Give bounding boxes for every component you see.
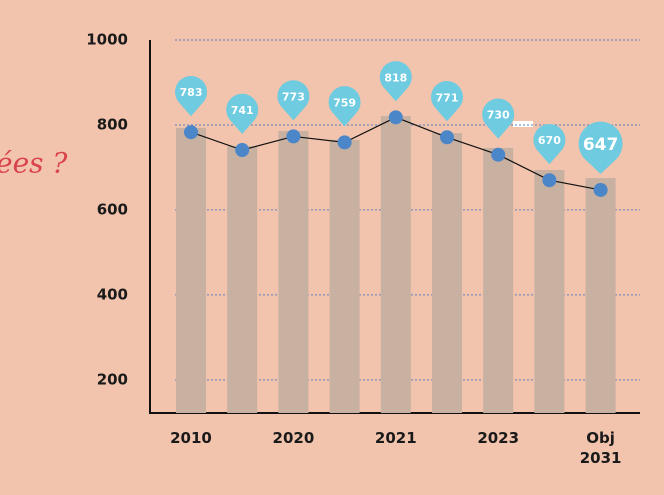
value-label: 818 [384,71,407,84]
bar [585,178,616,413]
bar [380,116,411,413]
point [388,110,403,125]
y-tick-label: 600 [97,200,128,218]
pin [533,123,566,165]
x-tick-label: 2010 [170,429,212,447]
y-tick-label: 400 [97,285,128,303]
point [440,130,454,145]
pin [328,86,361,127]
point [542,173,557,188]
value-label: 759 [333,96,356,109]
value-label: 647 [583,135,619,155]
pin [277,80,310,121]
pin [482,98,515,139]
x-tick-label: 2021 [374,429,417,447]
bar [329,139,360,414]
value-label: 773 [282,90,305,103]
value-label: 670 [538,134,561,147]
value-label: 730 [487,109,510,122]
point [184,125,198,140]
x-tick-label: 2023 [477,429,520,447]
point [286,129,301,144]
y-tick-label: 200 [97,370,128,388]
value-label: 771 [436,91,459,104]
artifact [513,121,533,127]
x-tick-label: 2020 [272,429,315,447]
bar [534,169,565,413]
annotation: ées ? [0,147,68,180]
point [593,182,608,197]
pin [379,61,412,102]
pin [175,75,207,117]
y-tick-label: 1000 [86,31,128,49]
point [337,135,352,150]
y-tick-label: 800 [97,115,128,133]
pin [431,81,463,122]
bar [432,133,462,413]
bar [278,130,309,413]
bar [176,127,206,413]
bar [227,146,258,414]
point [491,147,506,162]
pin [578,121,623,174]
value-label: 783 [180,86,203,99]
value-label: 741 [231,104,254,117]
bar [483,147,514,413]
pin [226,93,259,135]
x-tick-label: Obj 2031 [579,429,622,467]
point [235,143,250,158]
